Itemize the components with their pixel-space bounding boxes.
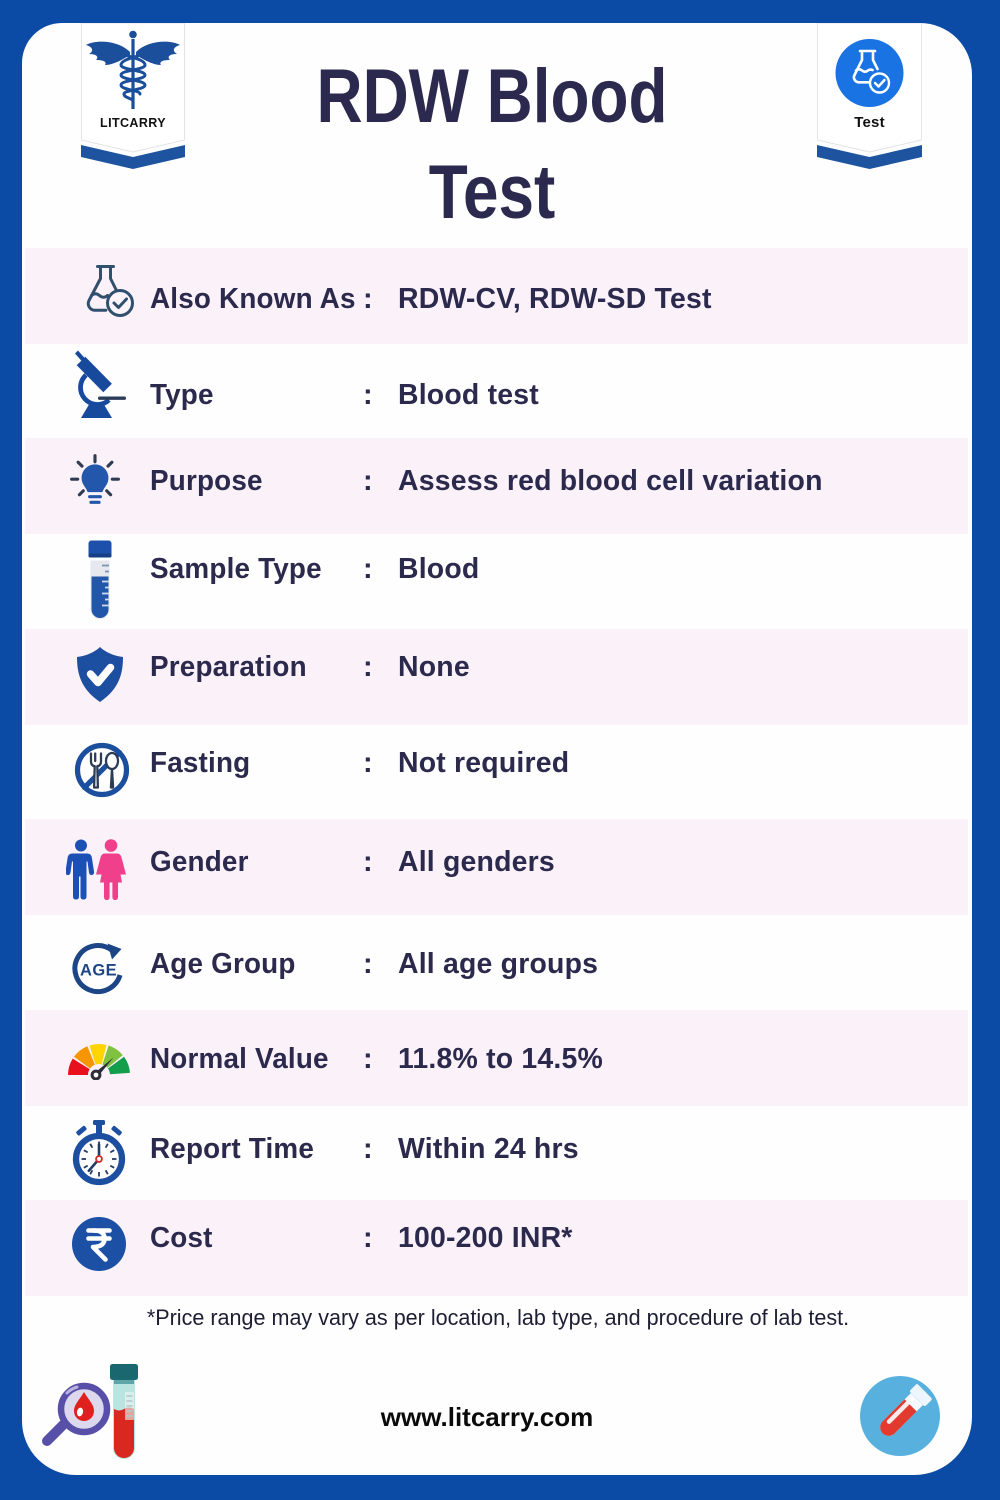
svg-text:Test: Test <box>854 114 885 131</box>
svg-text:AGE: AGE <box>80 962 117 980</box>
svg-text:LITCARRY: LITCARRY <box>100 116 166 130</box>
